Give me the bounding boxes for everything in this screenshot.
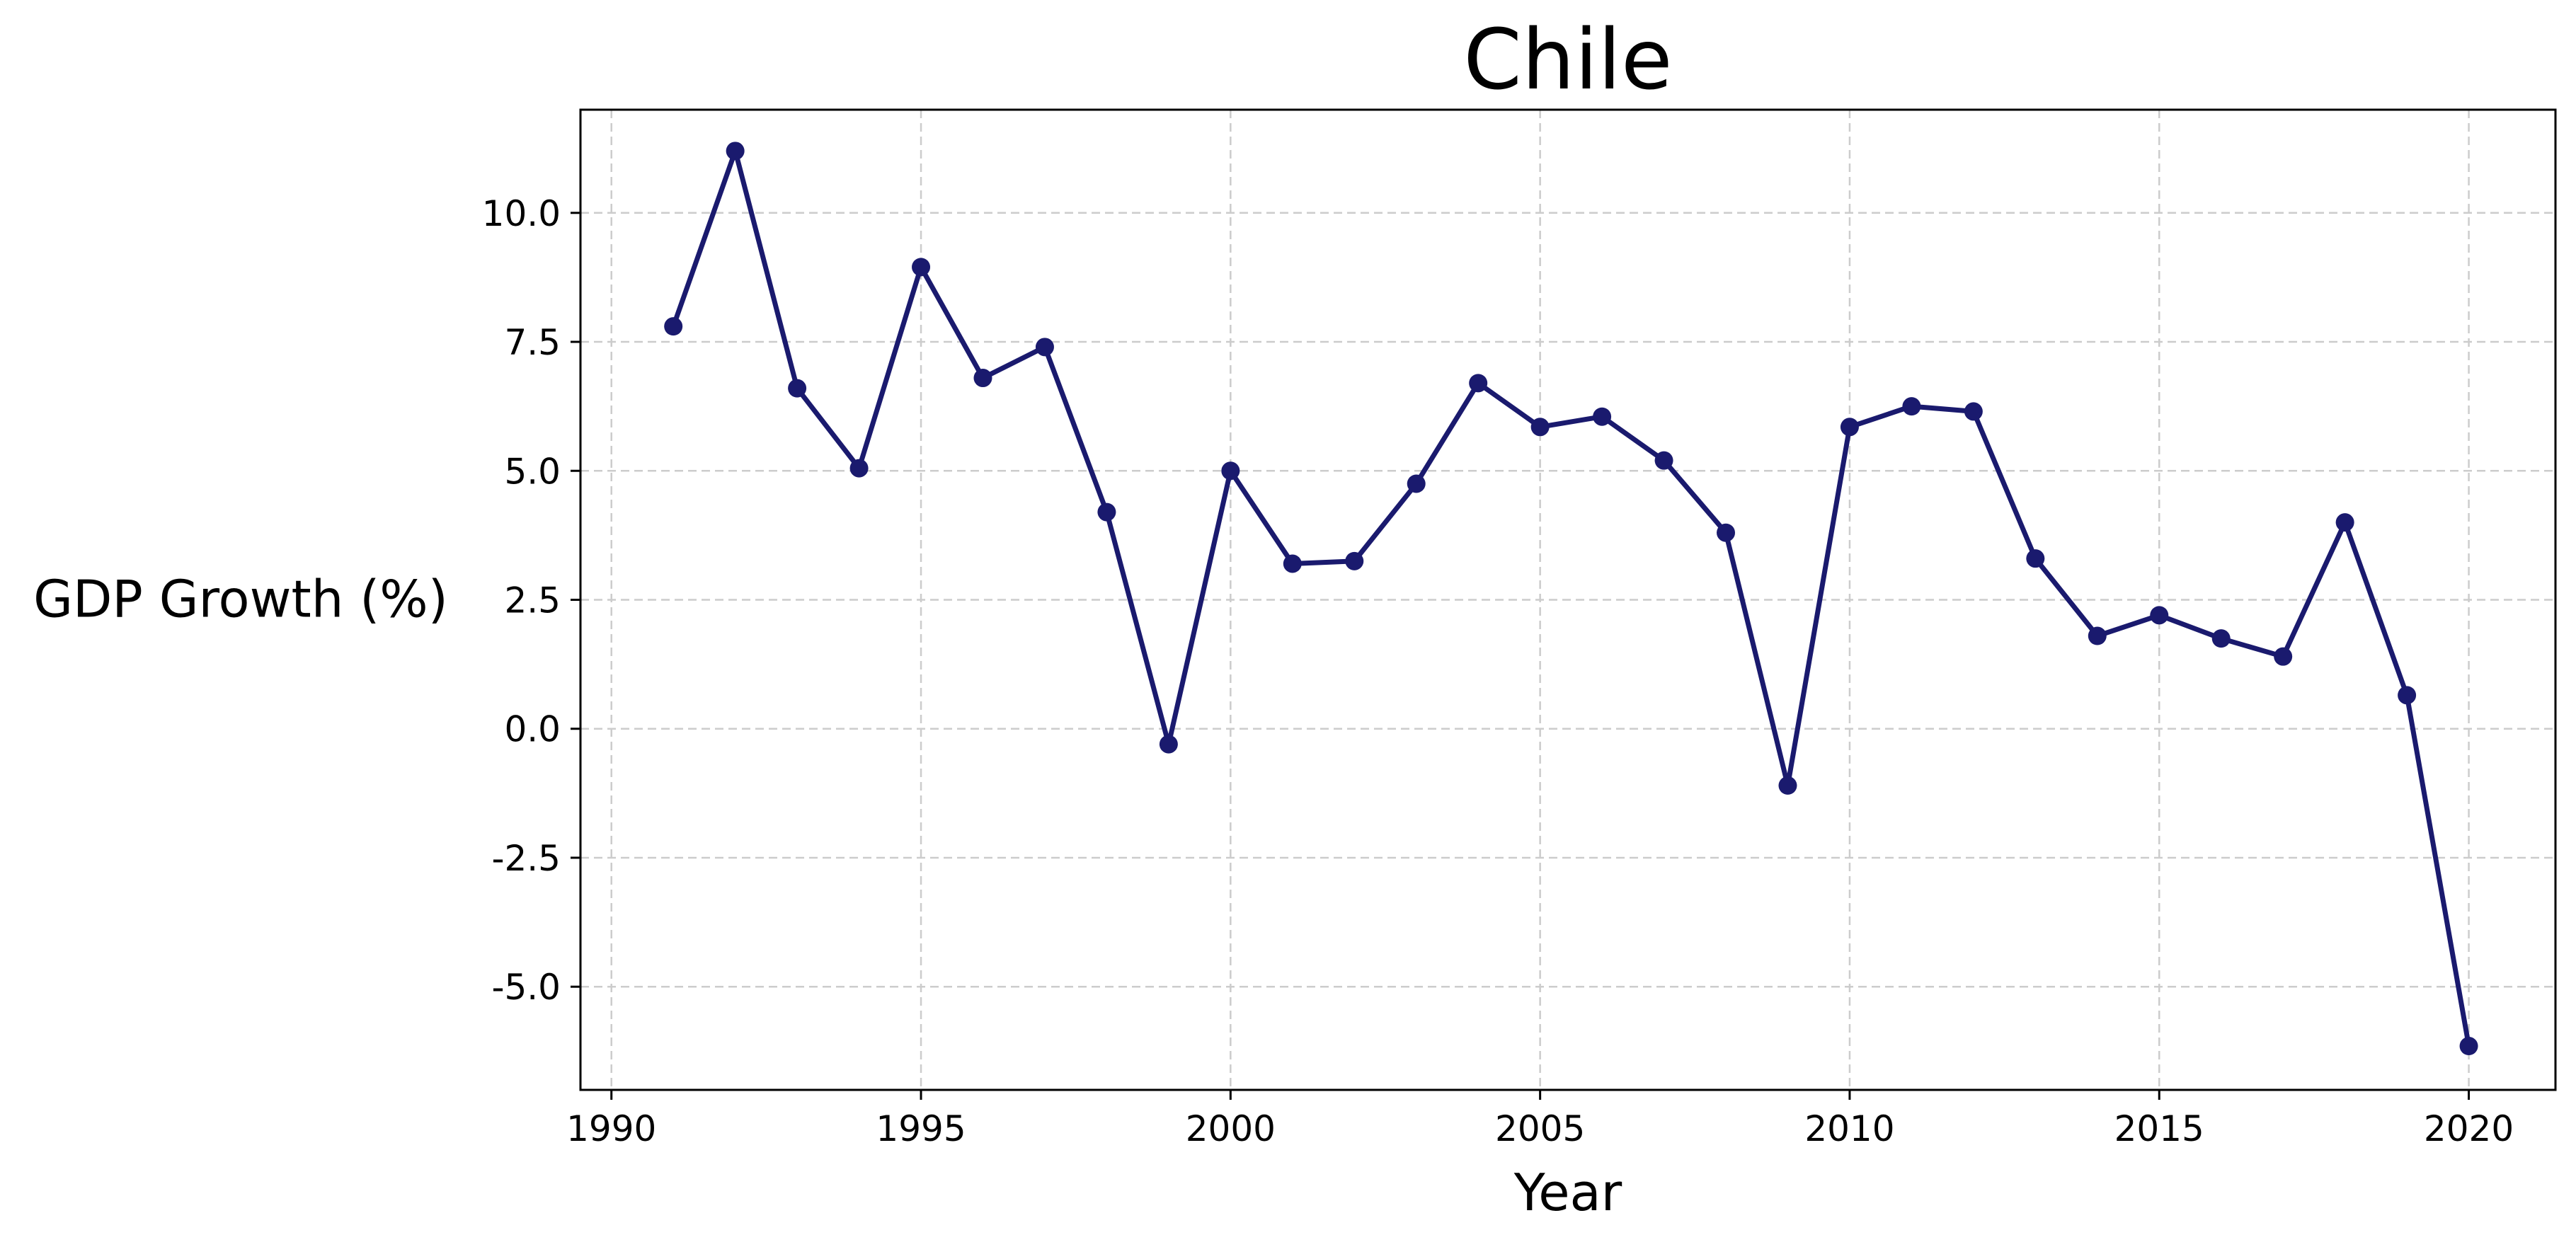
data-point [973, 369, 992, 388]
data-point [1654, 451, 1673, 470]
data-point [788, 379, 807, 398]
data-point [1530, 418, 1550, 437]
y-tick-label: 5.0 [504, 451, 561, 492]
series-line-group [664, 142, 2478, 1056]
x-tick-label: 1995 [876, 1108, 966, 1149]
data-point [2211, 629, 2231, 648]
data-point [2150, 606, 2169, 625]
data-point [1902, 397, 1921, 416]
data-point [2274, 647, 2293, 666]
data-point [1778, 776, 1797, 795]
data-point [849, 459, 869, 478]
y-tick-label: 0.0 [504, 709, 561, 750]
data-point [1283, 554, 1302, 573]
x-tick-label: 2020 [2424, 1108, 2514, 1149]
data-point [1159, 735, 1178, 754]
data-point [1717, 523, 1736, 542]
data-point [1221, 461, 1240, 481]
data-point [912, 258, 931, 277]
data-point [664, 317, 683, 336]
data-point [2459, 1037, 2478, 1056]
y-axis-label: GDP Growth (%) [33, 570, 448, 629]
data-point [1964, 402, 1983, 421]
data-point [2088, 626, 2107, 645]
data-point [1593, 407, 1612, 426]
axis-ticks: 1990 1995 2000 2005 2010 2015 2020 -5.0 -2.5 0.0 2… [482, 193, 2514, 1149]
y-tick-label: 7.5 [504, 322, 561, 363]
y-tick-label: 10.0 [482, 193, 561, 234]
y-tick-label: -2.5 [491, 838, 561, 879]
x-tick-label: 2015 [2114, 1108, 2204, 1149]
data-point [1840, 418, 1859, 437]
series-line [670, 148, 2472, 1047]
chart-title: Chile [1463, 11, 1672, 108]
data-point [1097, 502, 1116, 522]
data-point [1345, 551, 1364, 570]
x-axis-label: Year [1513, 1163, 1622, 1222]
data-point [1035, 338, 1054, 357]
x-tick-label: 2010 [1804, 1108, 1894, 1149]
data-point [2335, 513, 2354, 532]
x-tick-label: 2005 [1495, 1108, 1585, 1149]
data-point [2026, 549, 2045, 568]
x-tick-label: 1990 [566, 1108, 656, 1149]
data-point [2398, 686, 2417, 705]
data-point [1407, 474, 1426, 493]
y-tick-label: -5.0 [491, 967, 561, 1008]
x-tick-label: 2000 [1186, 1108, 1276, 1149]
y-tick-label: 2.5 [504, 580, 561, 621]
data-point [726, 142, 745, 161]
grid [580, 110, 2555, 1090]
data-point [1469, 374, 1488, 393]
